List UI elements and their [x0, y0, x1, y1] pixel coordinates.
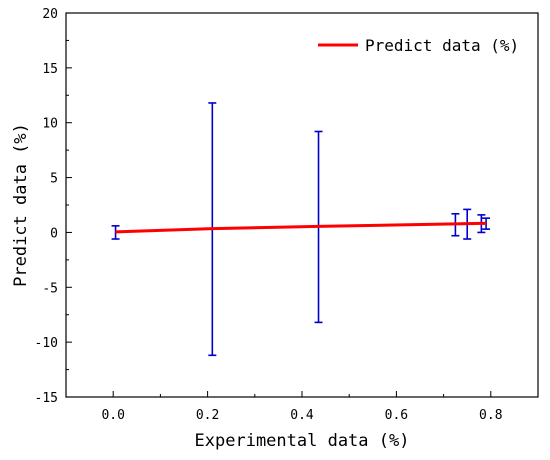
- x-tick-label: 0.2: [196, 408, 219, 423]
- y-tick-label: 5: [50, 172, 58, 187]
- x-tick-label: 0.8: [479, 408, 502, 423]
- y-tick-label: 15: [42, 62, 58, 77]
- x-tick-label: 0.6: [385, 408, 408, 423]
- series-lines: [115, 221, 487, 234]
- series-line: [115, 221, 487, 234]
- plot-frame: [65, 12, 539, 398]
- y-axis: -15 -10 -5 0 5 10 15 20: [35, 7, 72, 406]
- y-tick-label: -5: [42, 281, 58, 296]
- x-tick-label: 0.4: [290, 408, 314, 423]
- error-bar: [111, 225, 120, 240]
- y-axis-label: Predict data (%): [11, 123, 31, 287]
- y-tick-label: -10: [35, 336, 58, 351]
- x-axis: 0.0 0.2 0.4 0.6 0.8: [65, 391, 503, 423]
- x-axis-label: Experimental data (%): [195, 431, 410, 451]
- y-tick-label: 0: [50, 226, 58, 241]
- legend-label: Predict data (%): [365, 36, 519, 55]
- x-tick-label: 0.0: [101, 408, 124, 423]
- legend: Predict data (%): [318, 36, 519, 55]
- y-tick-label: -15: [35, 391, 58, 406]
- y-tick-label: 10: [42, 117, 58, 132]
- y-tick-label: 20: [42, 7, 58, 22]
